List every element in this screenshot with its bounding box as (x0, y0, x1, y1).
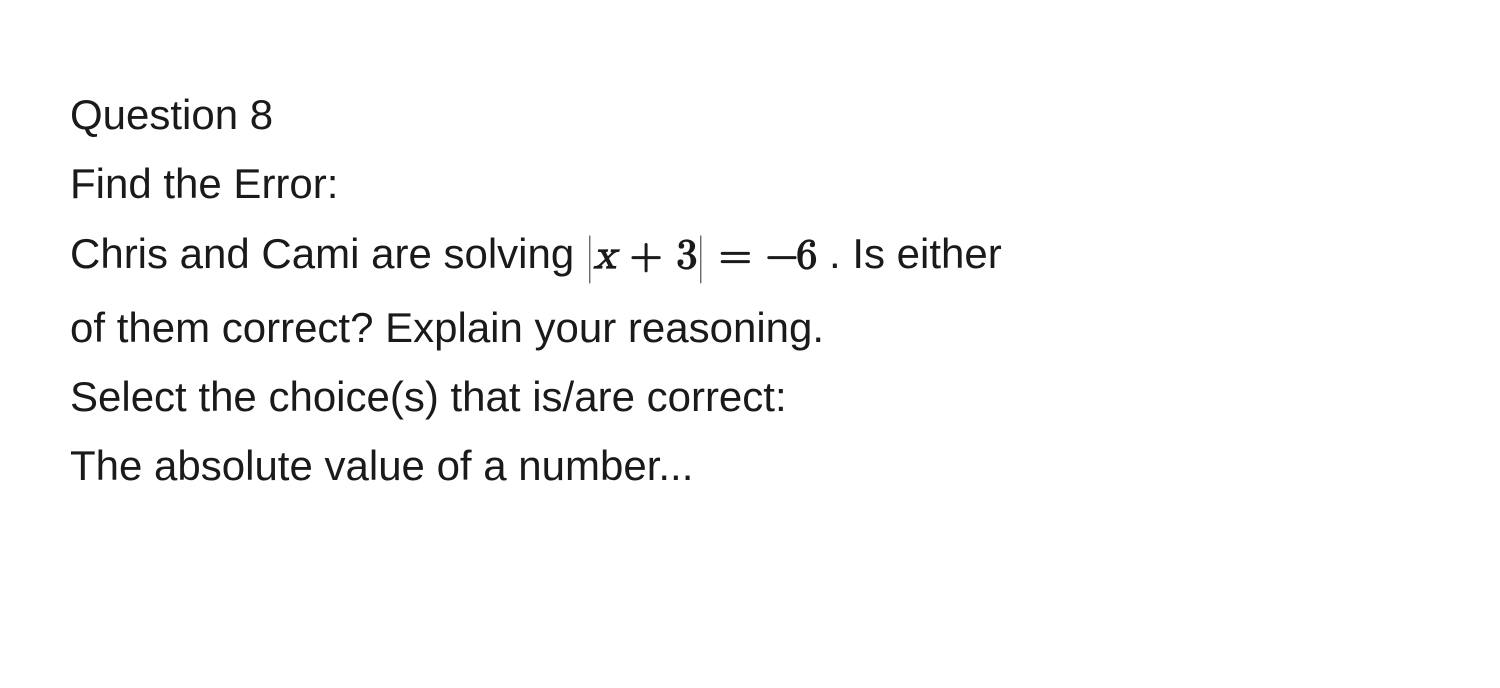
equation-equals: = (705, 235, 766, 277)
equation-const: 3 (676, 235, 697, 277)
stem-text-after-tail: . Is either (817, 230, 1001, 277)
equation-var: x (594, 235, 616, 277)
abs-bar-right: | (698, 218, 704, 298)
stem-final: The absolute value of a number... (70, 431, 1430, 500)
equation: |x + 3| = −6 (586, 235, 817, 277)
equation-plus: + (616, 235, 677, 277)
equation-minus: − (766, 235, 797, 277)
stem-line-1: Chris and Cami are solving |x + 3| = −6 … (70, 219, 1430, 293)
task-label: Find the Error: (70, 149, 1430, 218)
abs-bar-left: | (587, 218, 593, 298)
stem-text-before: Chris and Cami are solving (70, 230, 586, 277)
equation-rhs: 6 (796, 235, 817, 277)
stem-line-2: of them correct? Explain your reasoning. (70, 293, 1430, 362)
question-container: Question 8 Find the Error: Chris and Cam… (0, 0, 1500, 501)
question-number: Question 8 (70, 80, 1430, 149)
select-prompt: Select the choice(s) that is/are correct… (70, 362, 1430, 431)
